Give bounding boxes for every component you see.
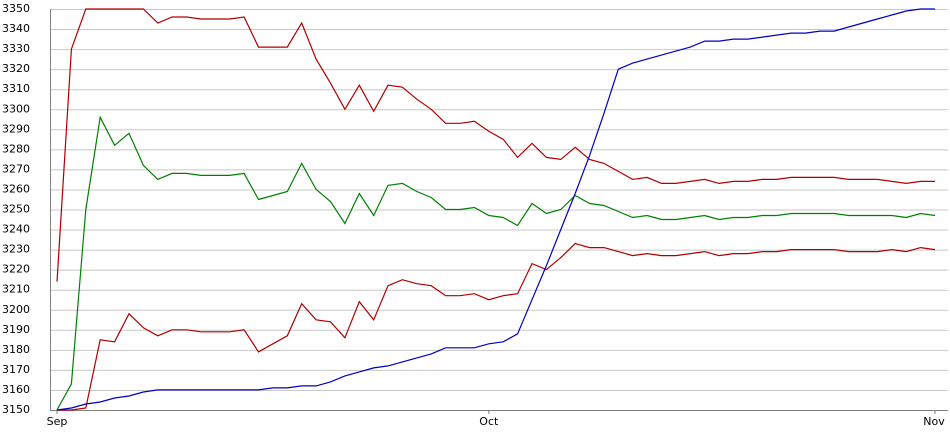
y-tick-label: 3310 <box>2 82 30 95</box>
y-tick-label: 3260 <box>2 182 30 195</box>
y-tick-label: 3330 <box>2 42 30 55</box>
series-line <box>56 8 935 411</box>
y-tick-label: 3160 <box>2 383 30 396</box>
y-tick-label: 3320 <box>2 62 30 75</box>
y-tick-label: 3230 <box>2 243 30 256</box>
y-tick-label: 3250 <box>2 203 30 216</box>
series-line <box>56 115 936 411</box>
y-tick-label: 3200 <box>2 303 30 316</box>
y-tick-label: 3290 <box>2 122 30 135</box>
series-line <box>57 242 936 411</box>
series-line <box>56 8 935 282</box>
y-tick-label: 3220 <box>2 263 30 276</box>
x-tick-label: Sep <box>47 415 68 428</box>
x-tick-label: Nov <box>923 415 945 428</box>
y-tick-label: 3180 <box>2 343 30 356</box>
y-tick-label: 3190 <box>2 323 30 336</box>
x-tick-label: Oct <box>479 415 499 428</box>
y-tick-label: 3270 <box>2 162 30 175</box>
y-tick-label: 3280 <box>2 142 30 155</box>
y-tick-label: 3210 <box>2 283 30 296</box>
y-tick-label: 3240 <box>2 223 30 236</box>
y-tick-label: 3300 <box>2 102 30 115</box>
y-tick-label: 3340 <box>2 22 30 35</box>
y-tick-label: 3350 <box>2 2 30 15</box>
y-tick-label: 3170 <box>2 363 30 376</box>
y-tick-label: 3150 <box>2 403 30 416</box>
